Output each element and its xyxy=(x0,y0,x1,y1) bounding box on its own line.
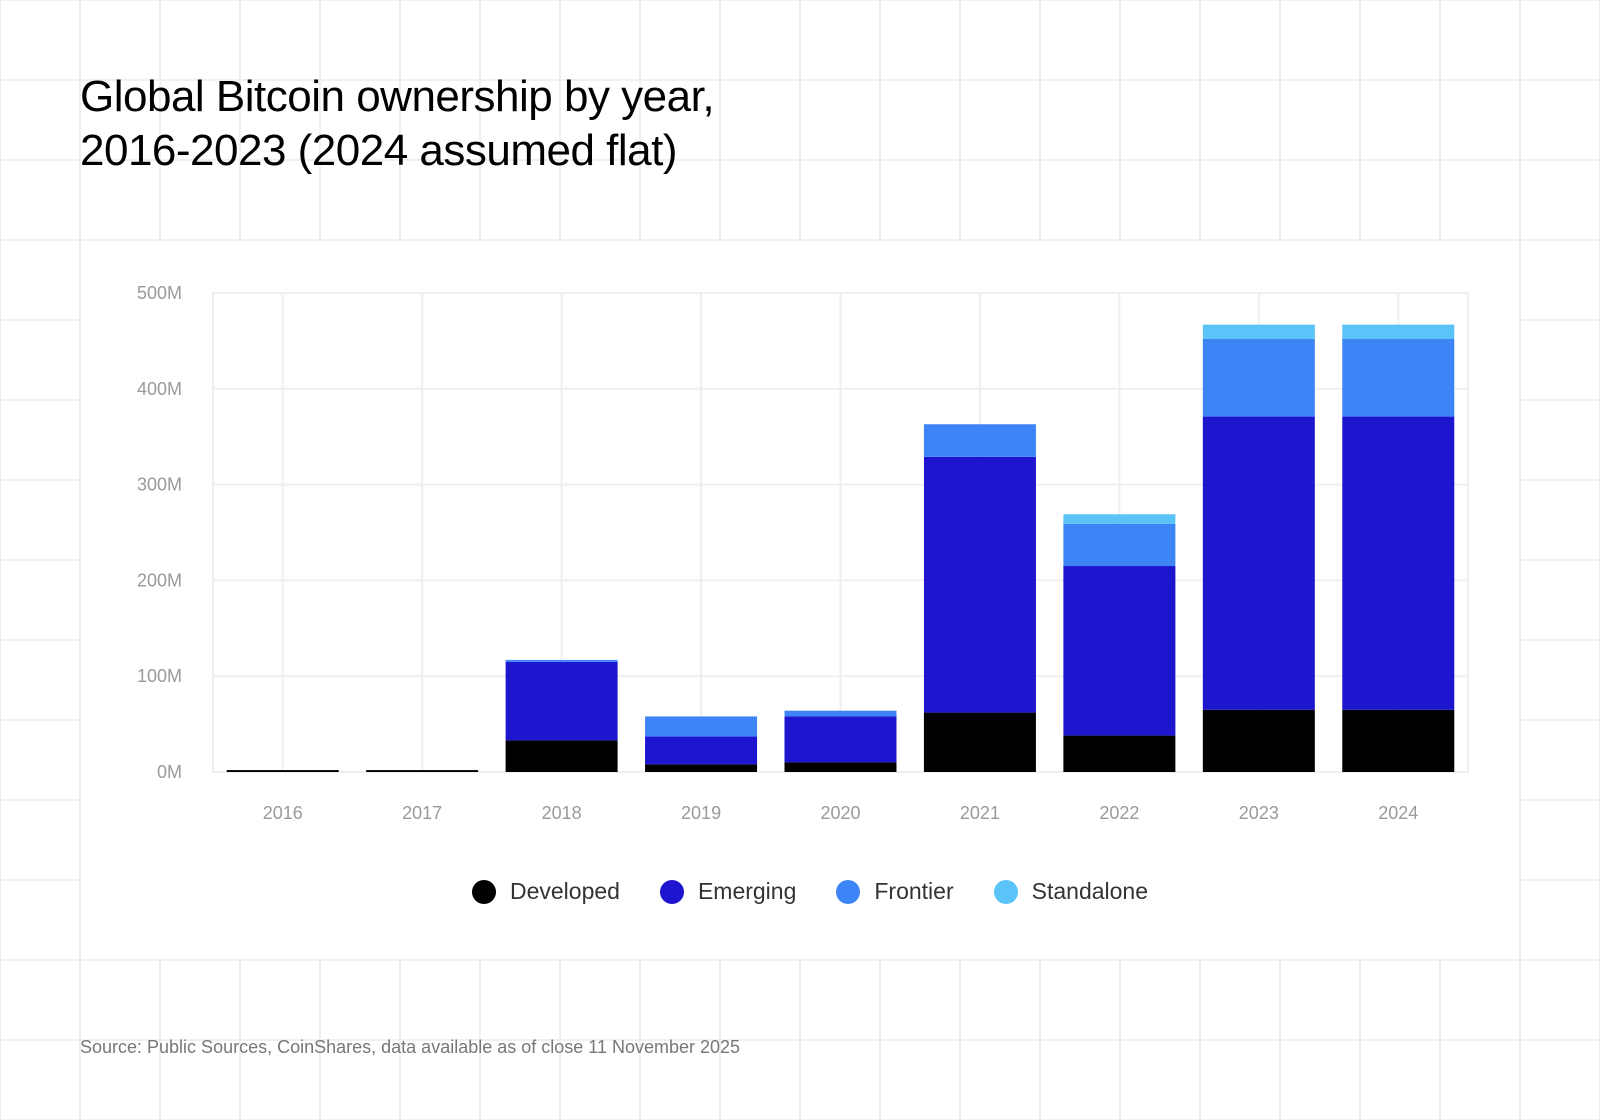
legend: Developed Emerging Frontier Standalone xyxy=(10,878,1600,905)
bar-segment-standalone-2024[interactable] xyxy=(1342,324,1455,339)
legend-swatch-developed-icon xyxy=(471,879,496,904)
axis-labels: 0M 100M 200M 300M 400M 500M 2016 2017 2018 2019 20… xyxy=(137,283,1418,823)
bar-segment-developed-2021[interactable] xyxy=(923,712,1036,772)
chart-title: Global Bitcoin ownership by year, 2016-2… xyxy=(80,70,715,178)
legend-label: Standalone xyxy=(1031,878,1149,904)
bar-segment-frontier-2018[interactable] xyxy=(505,659,618,662)
bar-segment-developed-2022[interactable] xyxy=(1063,735,1176,772)
bar-segment-emerging-2020[interactable] xyxy=(784,716,897,763)
bar-segment-developed-2024[interactable] xyxy=(1342,709,1455,772)
bar-segment-frontier-2024[interactable] xyxy=(1342,338,1455,417)
legend-swatch-emerging-icon xyxy=(659,879,684,904)
x-tick-label: 2022 xyxy=(1099,803,1139,823)
x-tick-label: 2021 xyxy=(960,803,1000,823)
bar-segment-emerging-2024[interactable] xyxy=(1342,416,1455,710)
bar-segment-developed-2016[interactable] xyxy=(226,770,339,772)
legend-swatch-standalone-icon xyxy=(993,879,1018,904)
bar-segment-frontier-2020[interactable] xyxy=(784,710,897,717)
bar-segment-developed-2018[interactable] xyxy=(505,740,618,772)
y-tick-label: 500M xyxy=(137,283,182,303)
legend-label: Developed xyxy=(509,878,620,904)
bar-segment-developed-2017[interactable] xyxy=(366,770,479,772)
bar-segment-emerging-2022[interactable] xyxy=(1063,566,1176,736)
x-tick-label: 2017 xyxy=(402,803,442,823)
y-tick-label: 400M xyxy=(137,379,182,399)
x-tick-label: 2019 xyxy=(681,803,721,823)
legend-item-frontier[interactable]: Frontier xyxy=(836,878,954,905)
x-tick-label: 2018 xyxy=(542,803,582,823)
bar-segment-frontier-2022[interactable] xyxy=(1063,523,1176,567)
legend-item-developed[interactable]: Developed xyxy=(471,878,620,905)
bar-segment-standalone-2022[interactable] xyxy=(1063,514,1176,524)
bar-segment-emerging-2019[interactable] xyxy=(645,736,758,765)
chart-title-line-2: 2016-2023 (2024 assumed flat) xyxy=(80,126,678,175)
y-tick-label: 300M xyxy=(137,475,182,495)
bar-segment-frontier-2019[interactable] xyxy=(645,716,758,737)
bar-segment-developed-2020[interactable] xyxy=(784,762,897,772)
bar-segment-developed-2019[interactable] xyxy=(645,764,758,772)
bar-segment-emerging-2018[interactable] xyxy=(505,661,618,741)
bar-segment-standalone-2023[interactable] xyxy=(1202,324,1315,339)
bar-segment-frontier-2021[interactable] xyxy=(923,424,1036,457)
x-tick-label: 2020 xyxy=(820,803,860,823)
bar-segment-emerging-2023[interactable] xyxy=(1202,416,1315,710)
y-tick-label: 100M xyxy=(137,666,182,686)
bar-segment-frontier-2023[interactable] xyxy=(1202,338,1315,417)
source-note: Source: Public Sources, CoinShares, data… xyxy=(80,1037,741,1057)
x-tick-label: 2016 xyxy=(263,803,303,823)
legend-item-standalone[interactable]: Standalone xyxy=(993,878,1149,905)
y-tick-label: 0M xyxy=(157,762,182,782)
bars xyxy=(226,324,1455,772)
bar-segment-emerging-2021[interactable] xyxy=(923,456,1036,713)
legend-item-emerging[interactable]: Emerging xyxy=(659,878,797,905)
legend-swatch-frontier-icon xyxy=(836,879,861,904)
chart-title-line-1: Global Bitcoin ownership by year, xyxy=(80,72,715,121)
bar-segment-developed-2023[interactable] xyxy=(1202,709,1315,772)
legend-label: Emerging xyxy=(697,878,797,904)
legend-label: Frontier xyxy=(874,878,954,904)
x-tick-label: 2024 xyxy=(1378,803,1418,823)
x-tick-label: 2023 xyxy=(1239,803,1279,823)
y-tick-label: 200M xyxy=(137,570,182,590)
